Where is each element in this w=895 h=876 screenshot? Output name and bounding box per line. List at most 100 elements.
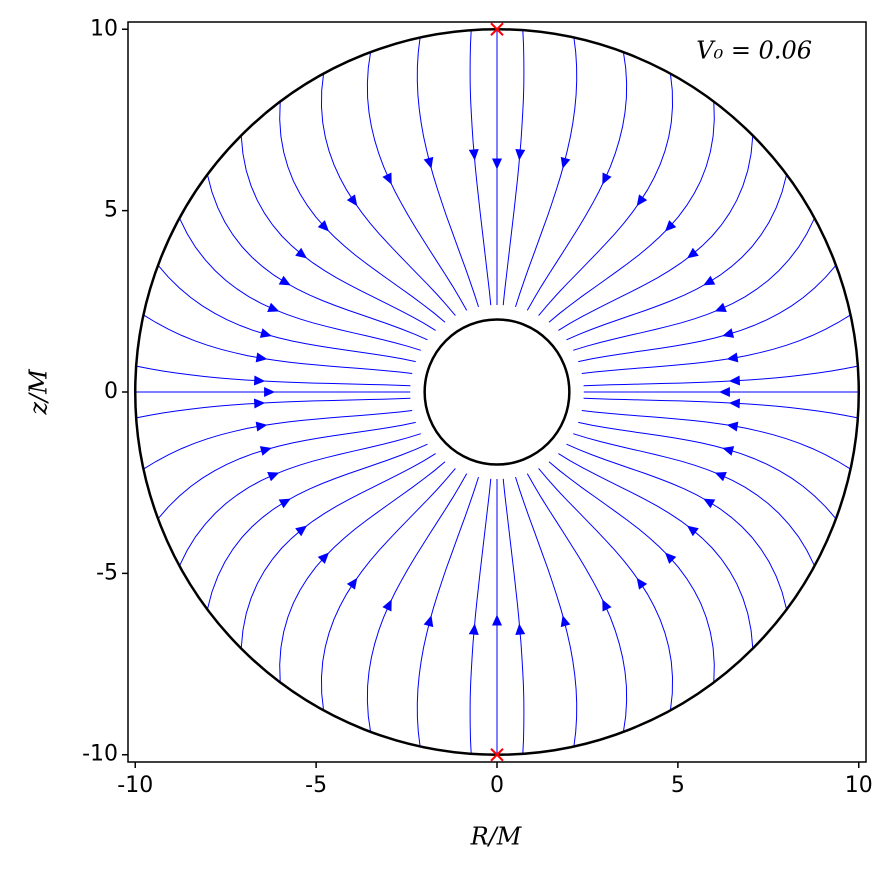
streamline xyxy=(366,52,468,311)
stream-arrow xyxy=(703,498,716,509)
streamline xyxy=(179,217,421,351)
streamline xyxy=(558,453,754,649)
stream-arrow xyxy=(468,623,479,636)
streamline xyxy=(279,101,446,323)
stream-arrow xyxy=(726,421,739,432)
stream-arrow xyxy=(664,220,677,232)
stream-arrow xyxy=(714,472,727,482)
stream-arrow xyxy=(686,247,699,259)
streamline xyxy=(206,443,428,610)
streamline xyxy=(578,421,837,520)
y-tick-label: -5 xyxy=(96,560,118,585)
streamline xyxy=(240,135,436,331)
streamline xyxy=(573,217,815,351)
stream-arrow xyxy=(253,375,266,386)
streamline xyxy=(320,73,456,316)
x-tick-label: -10 xyxy=(117,773,153,798)
streamline xyxy=(558,135,754,331)
stream-arrow xyxy=(722,328,735,338)
stream-arrow xyxy=(317,220,330,232)
stream-arrow xyxy=(726,352,739,363)
x-tick-label: 0 xyxy=(490,773,504,798)
streamline xyxy=(416,476,479,747)
streamline xyxy=(502,30,525,306)
streamline xyxy=(581,314,851,374)
y-tick-label: 5 xyxy=(104,198,118,223)
streamline xyxy=(206,174,428,341)
stream-arrow xyxy=(636,194,648,207)
stream-arrow xyxy=(703,275,716,286)
stream-arrow xyxy=(278,275,291,286)
stream-arrow xyxy=(382,599,392,612)
streamline xyxy=(538,73,674,316)
stream-arrow xyxy=(423,615,434,628)
streamline xyxy=(416,37,479,308)
x-tick-label: -5 xyxy=(305,773,327,798)
stream-arrow xyxy=(267,472,280,482)
stream-arrow xyxy=(560,615,571,628)
streamline xyxy=(526,52,628,311)
streamline xyxy=(578,264,837,363)
y-tick-label: 0 xyxy=(104,379,118,404)
stream-arrow xyxy=(515,623,526,636)
streamline xyxy=(583,365,858,387)
y-tick-label: 10 xyxy=(90,16,118,41)
stream-arrow xyxy=(602,599,612,612)
stream-arrow xyxy=(560,156,571,169)
stream-arrow xyxy=(636,577,648,590)
x-axis-label: R/M xyxy=(470,823,523,851)
stream-arrow xyxy=(295,247,308,259)
stream-arrow xyxy=(267,302,280,312)
stream-arrow xyxy=(255,352,268,363)
stream-arrow xyxy=(423,156,434,169)
streamline xyxy=(279,461,446,683)
y-axis-label: z/M xyxy=(25,368,53,416)
marker xyxy=(490,22,504,36)
annotation: V₀ = 0.06 xyxy=(696,37,812,65)
streamline xyxy=(366,473,468,732)
stream-arrow xyxy=(346,194,358,207)
streamline xyxy=(538,468,674,711)
streamline xyxy=(515,476,578,747)
stream-arrow xyxy=(728,398,741,409)
streamline xyxy=(515,37,578,308)
streamline xyxy=(548,461,715,683)
stream-arrow xyxy=(278,498,291,509)
marker xyxy=(490,748,504,762)
streamline xyxy=(320,468,456,711)
stream-arrow xyxy=(686,525,699,537)
streamline xyxy=(143,314,413,374)
streamline xyxy=(502,478,525,754)
stream-arrow xyxy=(259,328,272,338)
streamline xyxy=(581,410,851,470)
stream-arrow xyxy=(602,172,612,185)
stream-arrow xyxy=(492,614,502,626)
stream-arrow xyxy=(382,172,392,185)
stream-arrow xyxy=(255,421,268,432)
streamline xyxy=(469,478,492,754)
streamline xyxy=(526,473,628,732)
streamline xyxy=(179,433,421,567)
streamline xyxy=(583,397,858,419)
stream-arrow xyxy=(664,552,677,564)
stream-arrow xyxy=(317,552,330,564)
x-tick-label: 10 xyxy=(845,773,873,798)
streamline xyxy=(157,264,416,363)
stream-arrow xyxy=(722,446,735,456)
streamline xyxy=(566,174,788,341)
streamline xyxy=(136,397,411,419)
streamline xyxy=(136,365,411,387)
stream-arrow xyxy=(264,387,276,397)
stream-arrow xyxy=(515,148,526,161)
streamline xyxy=(548,101,715,323)
circle xyxy=(423,318,571,466)
streamline xyxy=(240,453,436,649)
streamline xyxy=(566,443,788,610)
stream-arrow xyxy=(253,398,266,409)
stream-arrow xyxy=(728,375,741,386)
streamline xyxy=(157,421,416,520)
streamline xyxy=(469,30,492,306)
streamline xyxy=(573,433,815,567)
stream-arrow xyxy=(295,525,308,537)
